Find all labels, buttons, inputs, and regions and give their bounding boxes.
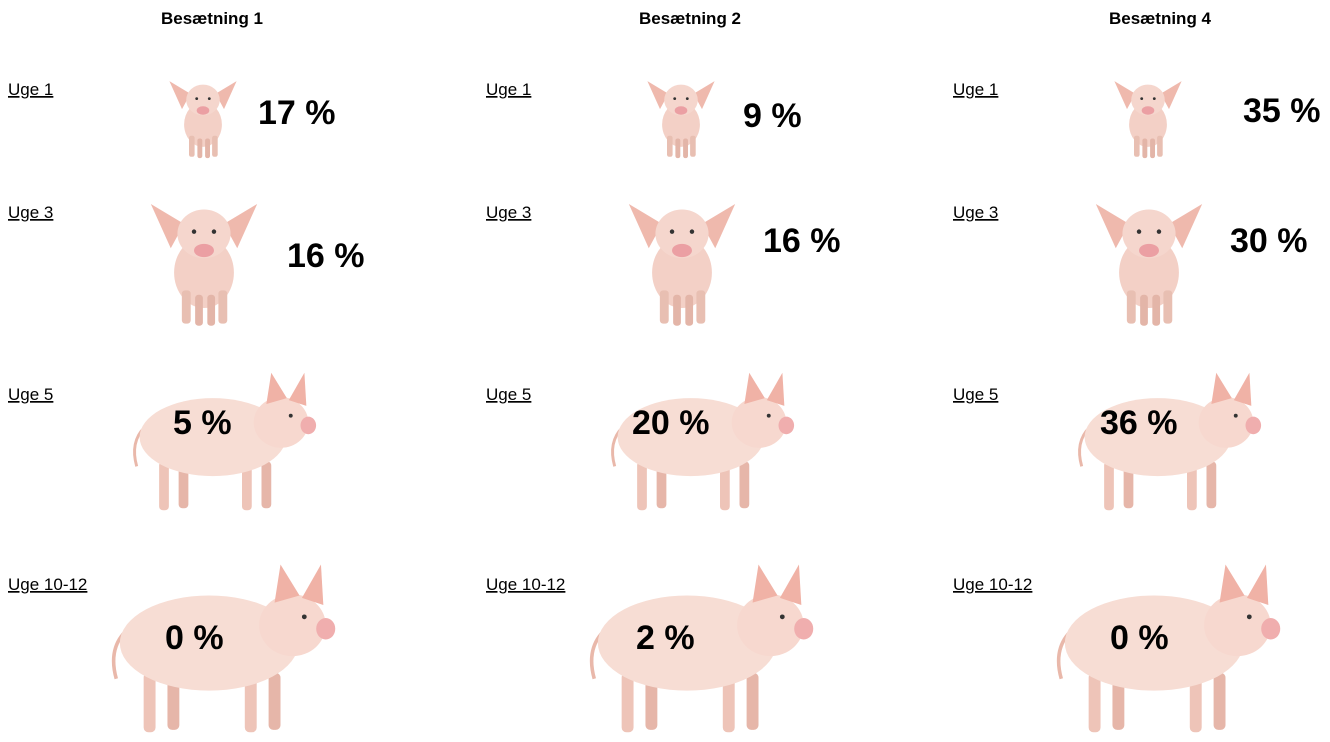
percent-label: 17 %: [258, 94, 336, 132]
percent-label: 0 %: [165, 619, 224, 657]
pig-image: [1096, 204, 1202, 326]
pig-image: [1114, 81, 1181, 158]
pig-image: [1059, 565, 1281, 733]
week-label: Uge 1: [8, 80, 53, 99]
page: Besætning 1 Uge 1 17 % Uge 3 16 % Uge 5 5 % Uge…: [0, 0, 1330, 742]
week-label: Uge 1: [953, 80, 998, 99]
week-label: Uge 10-12: [8, 575, 87, 594]
week-label: Uge 5: [8, 385, 53, 404]
week-label: Uge 10-12: [953, 575, 1032, 594]
week-label: Uge 5: [953, 385, 998, 404]
week-label: Uge 1: [486, 80, 531, 99]
percent-label: 36 %: [1100, 404, 1178, 442]
percent-label: 16 %: [763, 222, 841, 260]
pig-image: [629, 204, 735, 326]
pig-image: [114, 565, 336, 733]
percent-label: 9 %: [743, 97, 802, 135]
percent-label: 20 %: [632, 404, 710, 442]
percent-label: 30 %: [1230, 222, 1308, 260]
week-label: Uge 10-12: [486, 575, 565, 594]
week-label: Uge 3: [8, 203, 53, 222]
pig-image: [169, 81, 236, 158]
pig-image: [647, 81, 714, 158]
pig-image: [592, 565, 814, 733]
week-label: Uge 5: [486, 385, 531, 404]
pig-image: [151, 204, 257, 326]
percent-label: 5 %: [173, 404, 232, 442]
herd-title: Besætning 1: [161, 9, 263, 28]
week-label: Uge 3: [953, 203, 998, 222]
percent-label: 35 %: [1243, 92, 1321, 130]
herd-title: Besætning 2: [639, 9, 741, 28]
herd-title: Besætning 4: [1109, 9, 1212, 28]
week-label: Uge 3: [486, 203, 531, 222]
percent-label: 16 %: [287, 237, 365, 275]
percent-label: 0 %: [1110, 619, 1169, 657]
percent-label: 2 %: [636, 619, 695, 657]
